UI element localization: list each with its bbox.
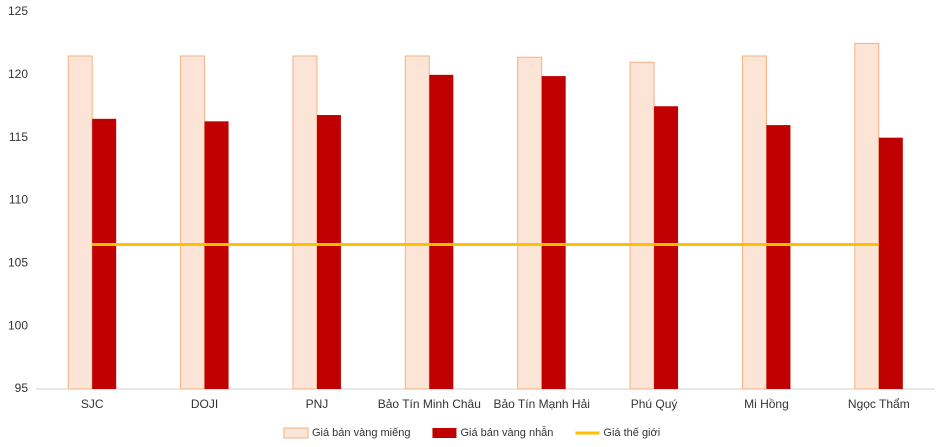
legend-swatch: [432, 428, 457, 438]
bar: [517, 56, 543, 390]
y-tick-label: 125: [8, 4, 28, 18]
bar: [180, 55, 206, 390]
bar: [541, 76, 566, 389]
bar: [854, 42, 880, 390]
y-tick-label: 120: [8, 67, 28, 81]
y-tick-label: 110: [9, 193, 28, 207]
y-tick-label: 105: [8, 256, 28, 270]
x-tick-label: Mi Hồng: [744, 397, 789, 411]
x-tick-label: Phú Quý: [631, 397, 678, 411]
bar: [292, 55, 318, 390]
x-tick-label: SJC: [81, 397, 104, 411]
bar: [92, 118, 117, 390]
legend-label: Giá bán vàng miếng: [312, 427, 410, 439]
bar: [766, 125, 791, 389]
legend-label: Giá thế giới: [603, 427, 660, 439]
bar: [204, 121, 229, 389]
legend-label: Giá bán vàng nhẫn: [460, 426, 553, 439]
bar: [67, 55, 93, 390]
bar: [316, 115, 341, 390]
x-tick-label: Bảo Tín Minh Châu: [378, 397, 481, 411]
bar: [741, 55, 767, 390]
bar: [429, 74, 454, 389]
x-tick-label: Ngọc Thẩm: [848, 397, 910, 411]
bar: [629, 61, 655, 390]
y-tick-label: 95: [15, 381, 29, 395]
bar: [654, 106, 679, 389]
legend-swatch: [283, 427, 309, 439]
x-tick-label: DOJI: [191, 397, 218, 411]
x-tick-label: PNJ: [306, 397, 329, 411]
bar: [878, 137, 903, 389]
x-tick-label: Bảo Tín Mạnh Hải: [493, 397, 590, 411]
y-tick-label: 115: [9, 130, 28, 144]
y-tick-label: 100: [8, 318, 28, 332]
bar: [404, 55, 430, 390]
